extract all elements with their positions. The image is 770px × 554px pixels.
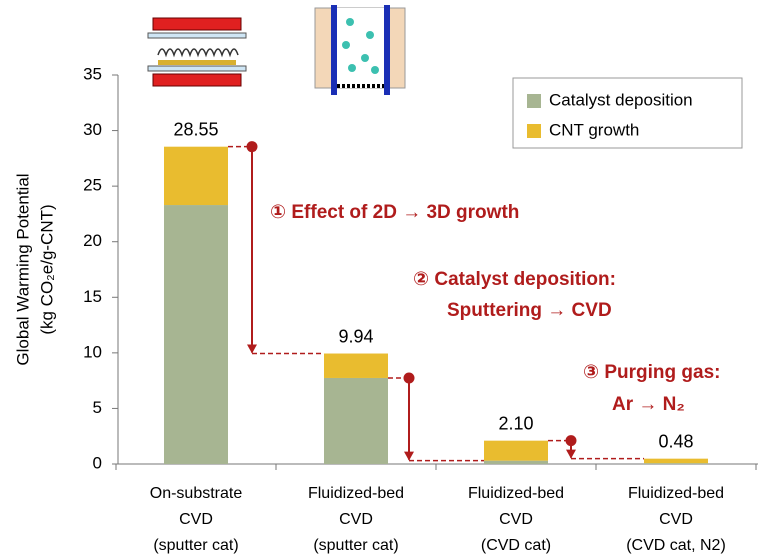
legend: Catalyst deposition CNT growth	[512, 77, 743, 149]
y-tick-label: 15	[83, 287, 102, 306]
legend-label: Catalyst deposition	[549, 90, 693, 109]
total-label: 2.10	[498, 413, 533, 433]
bar-segment	[164, 146, 228, 206]
x-tick-label: On-substrate	[150, 485, 243, 502]
legend-swatch	[527, 124, 541, 138]
icon-fluidized-bed	[314, 5, 406, 95]
y-tick-label: 20	[83, 231, 102, 250]
x-tick-label: Fluidized-bed	[468, 485, 564, 502]
y-axis-title-line: (kg CO₂e/g-CNT)	[37, 204, 56, 334]
arrow-head	[566, 449, 576, 459]
bar-segment	[644, 463, 708, 464]
x-tick-label: (CVD cat)	[481, 537, 551, 554]
total-label: 9.94	[338, 326, 373, 346]
total-label: 0.48	[658, 431, 693, 451]
y-tick-label: 25	[83, 176, 102, 195]
arrow-head	[404, 451, 414, 461]
bar-segment	[324, 377, 388, 464]
legend-label: CNT growth	[549, 120, 639, 139]
x-tick-label: CVD	[499, 511, 533, 528]
y-tick-label: 0	[93, 453, 102, 472]
bar-segment	[164, 205, 228, 464]
x-tick-label: (sputter cat)	[313, 537, 398, 554]
y-axis-title-line: Global Warming Potential	[13, 173, 32, 365]
x-tick-label: CVD	[179, 511, 213, 528]
arrow-head	[247, 344, 257, 354]
y-tick-label: 5	[93, 398, 102, 417]
x-tick-label: Fluidized-bed	[308, 485, 404, 502]
x-tick-label: (sputter cat)	[153, 537, 238, 554]
bar-segment	[324, 353, 388, 378]
bar-segment	[484, 460, 548, 464]
x-tick-label: CVD	[339, 511, 373, 528]
total-label: 28.55	[173, 119, 218, 139]
legend-box	[512, 77, 743, 149]
bar-segment	[484, 440, 548, 461]
icon-substrate-cvd	[147, 17, 247, 87]
annotation: Sputtering → CVD	[447, 300, 612, 321]
bar-segment	[644, 458, 708, 464]
x-tick-label: (CVD cat, N2)	[626, 537, 726, 554]
y-tick-label: 30	[83, 120, 102, 139]
x-tick-label: CVD	[659, 511, 693, 528]
x-tick-label: Fluidized-bed	[628, 485, 724, 502]
y-tick-label: 35	[83, 64, 102, 83]
y-axis-title: Global Warming Potential (kg CO₂e/g-CNT)	[13, 173, 56, 365]
annotation: ③ Purging gas:	[583, 362, 720, 383]
annotation: Ar → N₂	[612, 394, 685, 415]
y-tick-label: 10	[83, 342, 102, 361]
legend-swatch	[527, 94, 541, 108]
annotation: ① Effect of 2D → 3D growth	[270, 202, 519, 223]
annotation: ② Catalyst deposition:	[413, 269, 616, 290]
